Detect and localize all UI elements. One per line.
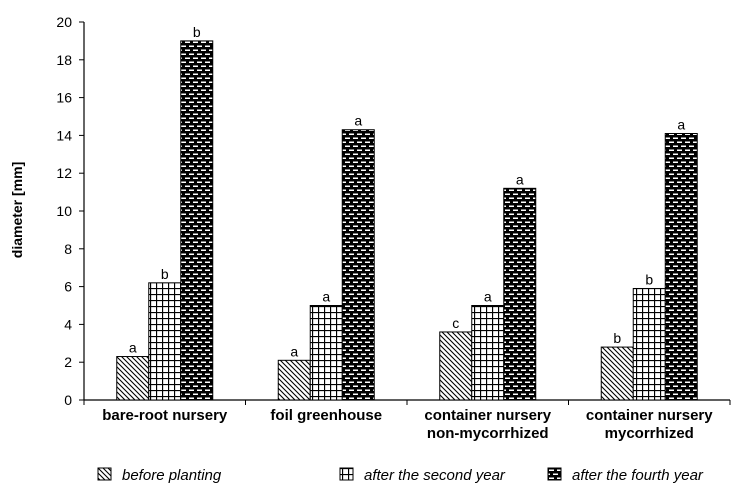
bar-brick	[503, 187, 537, 401]
bar-diagonal	[277, 359, 311, 401]
legend-label: before planting	[122, 467, 222, 484]
bar-brick	[664, 133, 698, 401]
y-tick-label: 6	[64, 279, 72, 295]
y-tick-label: 12	[56, 165, 72, 181]
data-label: b	[193, 24, 201, 40]
data-label: a	[322, 289, 330, 305]
y-tick-label: 14	[56, 127, 72, 143]
bar-brick	[341, 129, 375, 401]
legend-swatch-grid	[339, 467, 354, 481]
data-label: b	[161, 266, 169, 282]
y-tick-label: 4	[64, 316, 72, 332]
y-tick-label: 2	[64, 354, 72, 370]
bar-diagonal	[439, 331, 473, 401]
bar-diagonal	[600, 346, 634, 401]
bars	[116, 40, 698, 401]
bar-brick	[180, 40, 214, 401]
y-tick-label: 10	[56, 203, 72, 219]
y-tick-label: 16	[56, 90, 72, 106]
labels: a b b bare-root nursery a a a foil greenhouse c a…	[102, 24, 713, 442]
data-label: c	[452, 315, 459, 331]
bar-grid	[632, 287, 666, 401]
legend-label: after the fourth year	[572, 467, 704, 484]
bar-grid	[148, 282, 182, 401]
y-tick-label: 8	[64, 241, 72, 257]
x-category-label: foil greenhouse	[270, 407, 382, 424]
data-label: a	[484, 289, 492, 305]
data-label: a	[129, 340, 137, 356]
x-category-label: container nursery mycorrhized	[586, 407, 713, 442]
data-label: a	[354, 113, 362, 129]
data-label: a	[677, 117, 685, 133]
legend-swatch-diagonal	[97, 467, 112, 481]
y-axis-label: diameter [mm]	[9, 162, 25, 258]
x-category-label: container nursery non-mycorrhized	[424, 407, 551, 442]
data-label: a	[516, 171, 524, 187]
y-tick-label: 20	[56, 14, 72, 30]
legend: before planting after the second year afte…	[97, 467, 704, 484]
bar-grid	[309, 305, 343, 401]
y-tick-label: 0	[64, 392, 72, 408]
bar-diagonal	[116, 356, 150, 401]
x-category-label: bare-root nursery	[102, 407, 228, 424]
y-tick-label: 18	[56, 52, 72, 68]
data-label: b	[613, 330, 621, 346]
bar-grid	[471, 305, 505, 401]
legend-swatch-brick	[547, 467, 562, 481]
legend-label: after the second year	[364, 467, 506, 484]
data-label: b	[645, 271, 653, 287]
data-label: a	[290, 343, 298, 359]
